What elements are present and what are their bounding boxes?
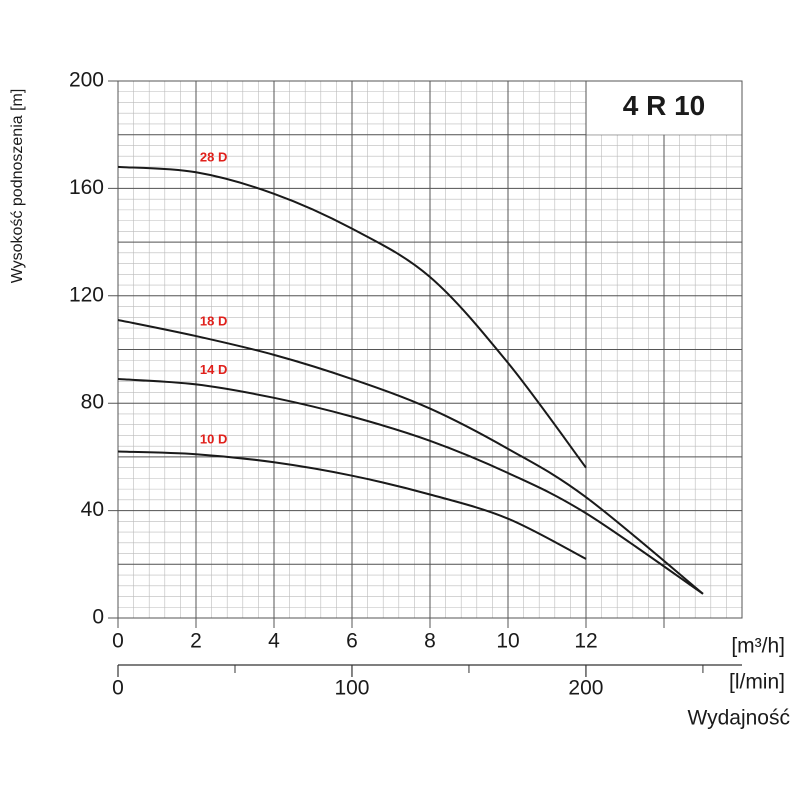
plot-frame	[117, 80, 743, 619]
title-box	[586, 81, 742, 135]
x-tick-label: 8	[424, 630, 436, 653]
x-axis-unit: [m³/h]	[731, 635, 785, 658]
x-tick-label: 2	[190, 630, 202, 653]
curve-label: 28 D	[200, 150, 227, 165]
pump-curve	[117, 318, 704, 595]
pump-curve	[117, 165, 587, 469]
x2-tick-label: 0	[112, 677, 124, 700]
x2-tick-label: 200	[568, 677, 603, 700]
x-tick-label: 0	[112, 630, 124, 653]
x-tick-label: 12	[574, 630, 597, 653]
y-tick-label: 0	[92, 606, 104, 629]
x2-axis-unit: [l/min]	[729, 671, 785, 694]
y-tick-label: 200	[69, 69, 104, 92]
curve-label: 14 D	[200, 362, 227, 377]
curve-label: 18 D	[200, 314, 227, 329]
y-axis-title: Wysokość podnoszenia [m]	[9, 89, 26, 284]
curve-label: 10 D	[200, 432, 227, 447]
x-axis-title: Wydajność	[687, 707, 790, 730]
x-tick-label: 4	[268, 630, 280, 653]
x-tick-label: 10	[496, 630, 519, 653]
y-tick-label: 40	[81, 498, 104, 521]
y-tick-label: 80	[81, 391, 104, 414]
y-tick-label: 120	[69, 283, 104, 306]
pump-curve	[117, 378, 704, 595]
y-tick-label: 160	[69, 176, 104, 199]
x2-tick-label: 100	[334, 677, 369, 700]
chart-title: 4 R 10	[623, 90, 706, 121]
x-tick-label: 6	[346, 630, 358, 653]
pump-curve	[117, 450, 587, 560]
